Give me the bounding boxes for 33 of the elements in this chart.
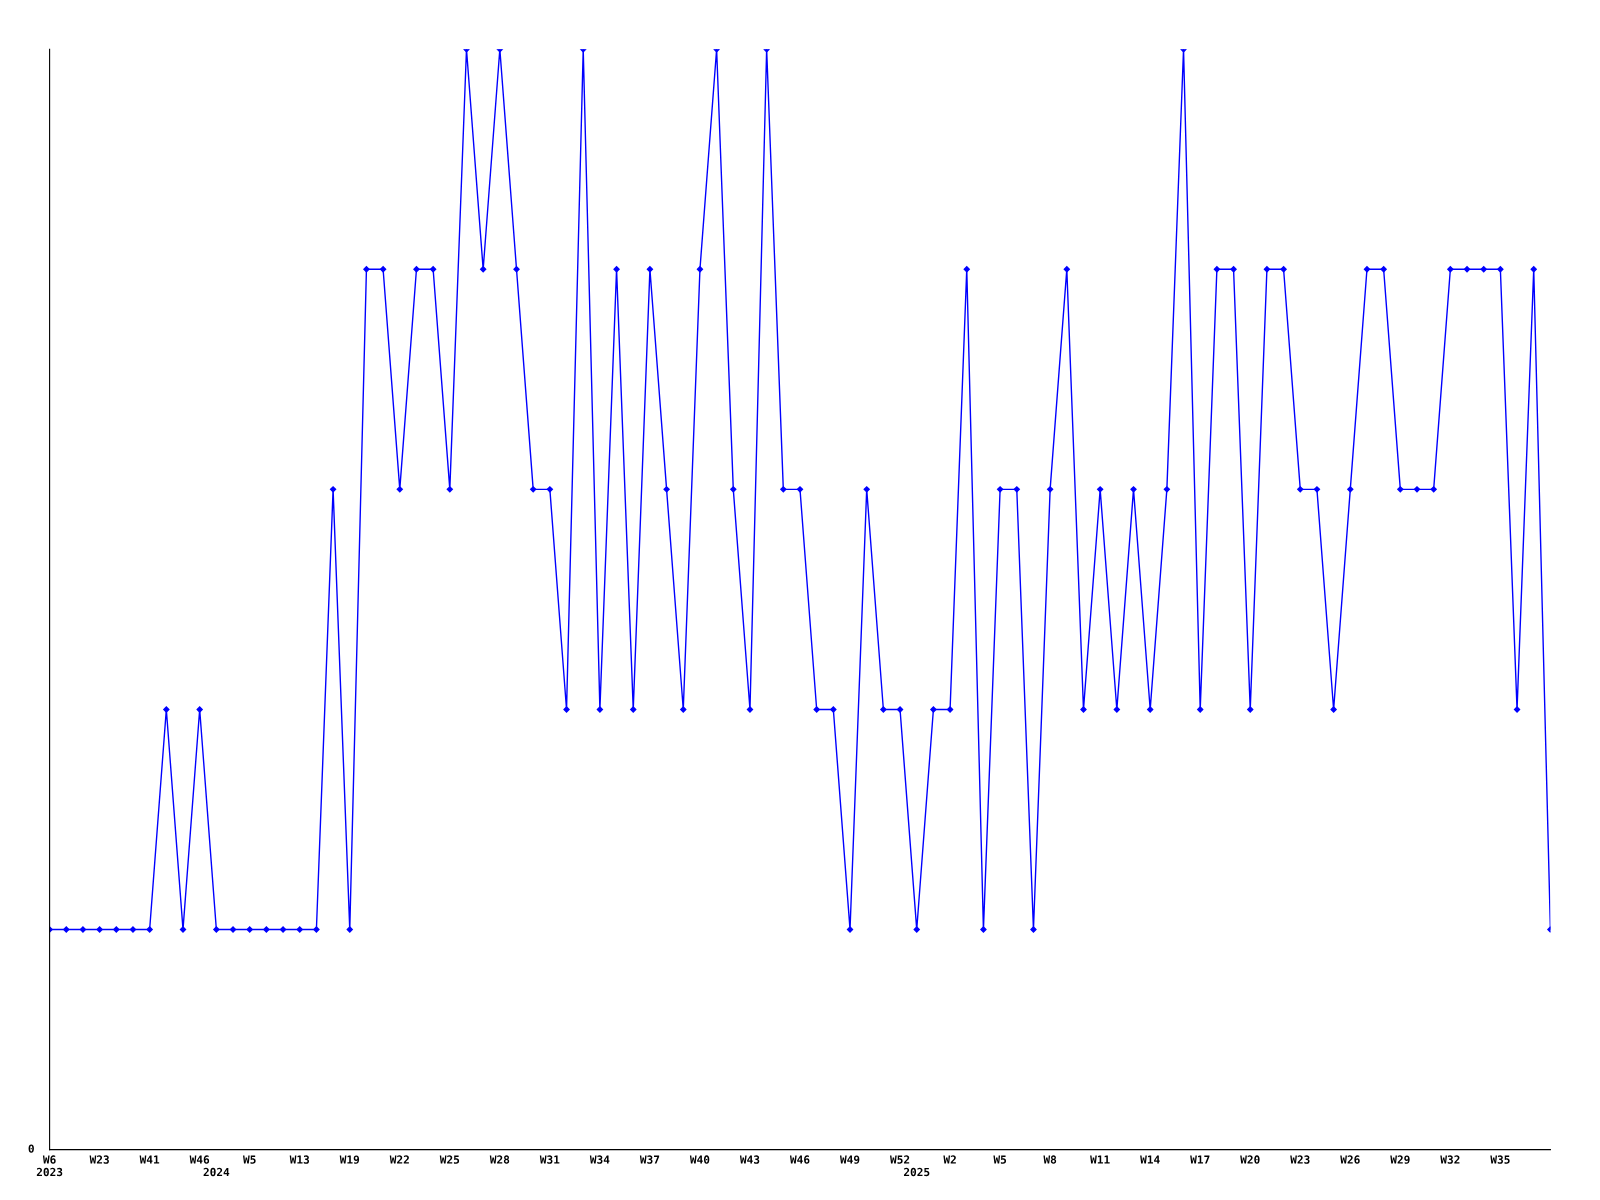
x-tick-label: W29 xyxy=(1390,1155,1410,1164)
x-tick-label: W23 xyxy=(89,1155,109,1164)
x-tick-label: W37 xyxy=(639,1155,660,1164)
x-tick-label: W46 xyxy=(189,1155,210,1164)
x-tick-label: W11 xyxy=(1090,1155,1110,1164)
x-tick-label: W13 xyxy=(289,1155,310,1164)
x-tick-label: W22 xyxy=(389,1155,409,1164)
x-tick-label: W46 xyxy=(789,1155,810,1164)
x-tick-label: W52 xyxy=(890,1155,910,1164)
x-tick-label: W28 xyxy=(489,1155,510,1164)
x-tick-label: W34 xyxy=(589,1155,610,1164)
x-tick-label: W5 xyxy=(243,1155,256,1164)
x-tick-label: W23 xyxy=(1290,1155,1310,1164)
x-tick-label: W2 xyxy=(943,1155,956,1164)
x-tick-label: W49 xyxy=(839,1155,860,1164)
x-tick-label: W43 xyxy=(739,1155,760,1164)
x-tick-label: W20 xyxy=(1240,1155,1260,1164)
x-tick-label: W5 xyxy=(993,1155,1007,1164)
x-tick-label: W8 xyxy=(1043,1155,1057,1164)
text: 0 xyxy=(28,1144,34,1153)
x-tick-label: W26 xyxy=(1340,1155,1360,1164)
x-tick-label: W32 xyxy=(1440,1155,1460,1164)
x-tick-label: W35 xyxy=(1490,1155,1510,1164)
x-tick-label: W31 xyxy=(539,1155,560,1164)
x-tick-label: W40 xyxy=(689,1155,710,1164)
x-tick-label: W25 xyxy=(439,1155,460,1164)
x-tick-label: W19 xyxy=(339,1155,360,1164)
x-tick-label: 2024 xyxy=(203,1167,230,1177)
x-tick-label: W17 xyxy=(1190,1155,1210,1164)
x-tick-label: W6 2023 xyxy=(36,1155,63,1177)
x-tick-label: 2025 xyxy=(903,1167,930,1177)
x-tick-label: W41 xyxy=(139,1155,160,1164)
x-tick-label: W14 xyxy=(1140,1155,1160,1164)
